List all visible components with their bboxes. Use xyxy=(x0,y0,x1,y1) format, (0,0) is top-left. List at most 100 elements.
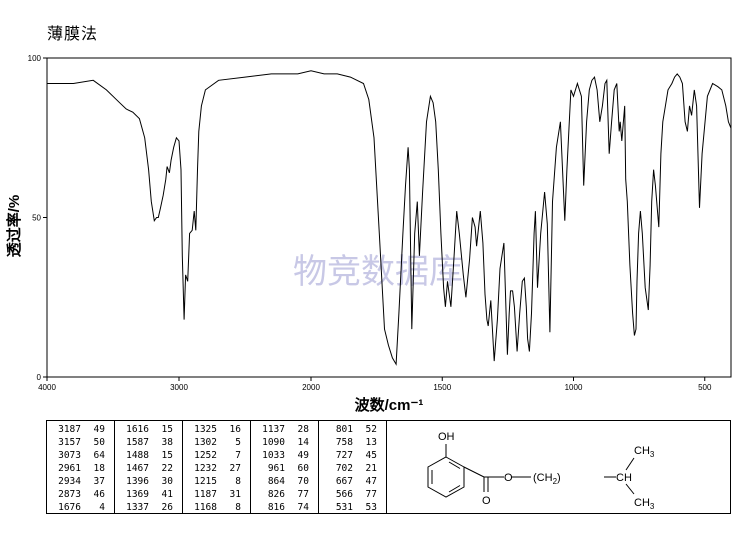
peak-table-column: 1616 15 1587 38 1488 15 1467 22 1396 30 1369 41 1337… xyxy=(115,421,183,513)
peak-transmittance: 70 xyxy=(297,476,309,487)
x-tick-label: 500 xyxy=(698,383,712,392)
peak-wavenumber: 1467 xyxy=(126,463,149,474)
peak-table-row: 3187 49 xyxy=(47,423,114,436)
peak-wavenumber: 531 xyxy=(335,502,353,513)
peak-wavenumber: 1616 xyxy=(126,424,149,435)
peak-transmittance: 74 xyxy=(297,502,309,513)
peak-wavenumber: 1337 xyxy=(126,502,149,513)
spectrum-line xyxy=(47,70,732,366)
y-axis-label: 透过率/% xyxy=(5,195,23,258)
peak-wavenumber: 1488 xyxy=(126,450,149,461)
peak-table-row: 1616 15 xyxy=(115,423,182,436)
methyl-bottom-label: CH3 xyxy=(634,497,655,511)
peak-table-row: 3073 64 xyxy=(47,449,114,462)
peak-wavenumber: 1369 xyxy=(126,489,149,500)
peak-wavenumber: 816 xyxy=(267,502,285,513)
peak-transmittance: 5 xyxy=(235,437,241,448)
peak-table-row: 1215 8 xyxy=(183,475,250,488)
peak-table-row: 1467 22 xyxy=(115,462,182,475)
peak-table-row: 727 45 xyxy=(319,449,386,462)
peak-transmittance: 37 xyxy=(93,476,105,487)
peak-transmittance: 13 xyxy=(365,437,377,448)
hydroxyl-label: OH xyxy=(438,431,455,443)
x-axis-label: 波数/cm⁻¹ xyxy=(355,396,424,414)
peak-table-row: 1232 27 xyxy=(183,462,250,475)
peak-wavenumber: 667 xyxy=(335,476,353,487)
peak-transmittance: 7 xyxy=(235,450,241,461)
peak-wavenumber: 566 xyxy=(335,489,353,500)
benzene-ring xyxy=(427,444,635,498)
peak-transmittance: 8 xyxy=(235,502,241,513)
y-axis-ticks: 0 50 100 xyxy=(28,54,47,382)
peak-table-row: 1168 8 xyxy=(183,501,250,514)
peak-transmittance: 45 xyxy=(365,450,377,461)
peak-table-row: 1587 38 xyxy=(115,436,182,449)
peak-table-row: 1325 16 xyxy=(183,423,250,436)
peak-wavenumber: 3157 xyxy=(58,437,81,448)
peak-wavenumber: 1033 xyxy=(262,450,285,461)
peak-wavenumber: 1396 xyxy=(126,476,149,487)
peak-wavenumber: 826 xyxy=(267,489,285,500)
peak-transmittance: 16 xyxy=(229,424,241,435)
peak-table-row: 1488 15 xyxy=(115,449,182,462)
peak-wavenumber: 1137 xyxy=(262,424,285,435)
x-tick-label: 3000 xyxy=(170,383,188,392)
peak-wavenumber: 702 xyxy=(335,463,353,474)
x-tick-label: 4000 xyxy=(38,383,56,392)
peak-transmittance: 22 xyxy=(161,463,173,474)
peak-table-column: 1325 16 1302 5 1252 7 1232 27 1215 8 1187 31 1168 8 xyxy=(183,421,251,513)
peak-table-row: 2934 37 xyxy=(47,475,114,488)
peak-table-row: 2873 46 xyxy=(47,488,114,501)
peak-table-row: 1137 28 xyxy=(251,423,318,436)
peak-table-row: 1369 41 xyxy=(115,488,182,501)
peak-wavenumber: 1090 xyxy=(262,437,285,448)
watermark: 物竞数据库 xyxy=(293,252,463,292)
peak-table-row: 2961 18 xyxy=(47,462,114,475)
peak-table-row: 1090 14 xyxy=(251,436,318,449)
peak-table-row: 961 60 xyxy=(251,462,318,475)
peak-transmittance: 64 xyxy=(93,450,105,461)
peak-wavenumber: 1187 xyxy=(194,489,217,500)
peak-table-row: 531 53 xyxy=(319,501,386,514)
peak-transmittance: 14 xyxy=(297,437,309,448)
peak-table-row: 816 74 xyxy=(251,501,318,514)
peak-table-row: 702 21 xyxy=(319,462,386,475)
peak-transmittance: 52 xyxy=(365,424,377,435)
page-title: 薄膜法 xyxy=(47,26,99,43)
peak-table-row: 758 13 xyxy=(319,436,386,449)
peak-table-row: 667 47 xyxy=(319,475,386,488)
peak-transmittance: 60 xyxy=(297,463,309,474)
peak-wavenumber: 1587 xyxy=(126,437,149,448)
peak-transmittance: 26 xyxy=(161,502,173,513)
ir-spectrum-chart: 物竞数据库 0 50 100 4000 3000 2000 1500 1000 500 波数/… xyxy=(5,54,732,414)
peak-wavenumber: 1215 xyxy=(194,476,217,487)
peak-transmittance: 77 xyxy=(297,489,309,500)
peak-transmittance: 27 xyxy=(229,463,241,474)
peak-transmittance: 77 xyxy=(365,489,377,500)
peak-table-row: 1187 31 xyxy=(183,488,250,501)
peak-transmittance: 21 xyxy=(365,463,377,474)
peak-wavenumber: 3073 xyxy=(58,450,81,461)
peak-wavenumber: 1325 xyxy=(194,424,217,435)
peak-transmittance: 30 xyxy=(161,476,173,487)
peak-wavenumber: 758 xyxy=(335,437,353,448)
peak-table-column: 801 52 758 13 727 45 702 21 667 47 566 77 531 53 xyxy=(319,421,387,513)
peak-transmittance: 15 xyxy=(161,424,173,435)
peak-transmittance: 53 xyxy=(365,502,377,513)
peak-table-row: 826 77 xyxy=(251,488,318,501)
peak-transmittance: 46 xyxy=(93,489,105,500)
peak-table-row: 566 77 xyxy=(319,488,386,501)
x-tick-label: 2000 xyxy=(302,383,320,392)
peak-wavenumber: 2934 xyxy=(58,476,81,487)
peak-transmittance: 41 xyxy=(161,489,173,500)
peak-wavenumber: 3187 xyxy=(58,424,81,435)
y-tick-label: 50 xyxy=(32,214,41,223)
carbonyl-oxygen-label: O xyxy=(482,495,491,507)
peak-transmittance: 38 xyxy=(161,437,173,448)
y-tick-label: 100 xyxy=(28,54,42,63)
methylene-chain-label: (CH2) xyxy=(533,472,561,486)
peak-transmittance: 4 xyxy=(99,502,105,513)
peak-table-row: 1033 49 xyxy=(251,449,318,462)
x-tick-label: 1500 xyxy=(433,383,451,392)
peak-wavenumber: 801 xyxy=(335,424,353,435)
